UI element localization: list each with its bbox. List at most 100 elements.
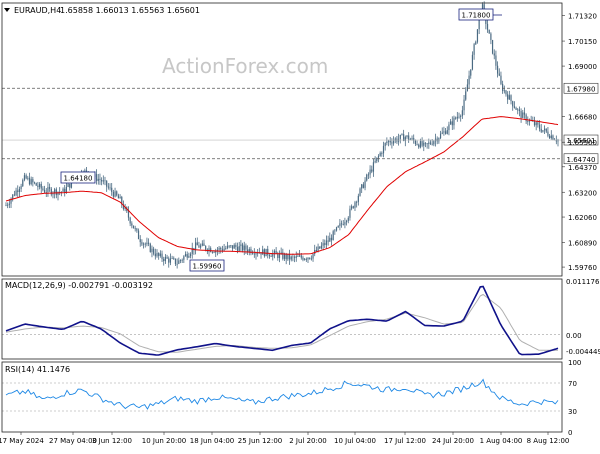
y-tick-label: 1.71320 [568,13,597,21]
dropdown-triangle-icon[interactable] [4,8,10,12]
candle-body [473,44,475,55]
candle-body [146,242,148,245]
candle-body [28,177,31,185]
candle-body [70,180,73,188]
candle-body [134,228,136,230]
candle-body [7,204,9,206]
candle-body [62,188,64,192]
y-tick-label: 1.62060 [568,214,597,222]
candle-body [158,253,160,256]
candle-body [17,190,19,192]
candle-body [391,142,393,144]
candle-body [210,248,212,252]
candle-body [191,247,193,254]
candle-body [537,122,539,125]
candle-body [441,132,443,134]
candle-body [65,186,68,193]
candle-body [200,245,202,248]
candle-body [144,243,146,245]
x-tick-label: 8 Aug 12:00 [527,437,570,445]
candle-body [527,121,529,122]
candle-body [374,161,376,163]
candle-body [297,256,299,257]
candle-body [392,140,395,144]
candle-body [54,189,56,194]
candle-body [43,189,46,193]
candle-body [325,240,328,245]
candle-body [52,193,54,195]
candle-body [30,179,32,185]
candle-body [446,130,448,134]
level-price-label: 1.67980 [567,85,596,93]
candle-body [64,188,66,193]
candle-body [22,180,24,187]
candle-body [174,258,177,265]
rsi-tick-label: 0 [568,429,572,437]
candle-body [164,256,166,262]
candle-body [528,119,531,122]
candle-body [525,114,527,122]
candle-body [59,191,61,193]
candle-body [23,175,26,181]
candle-body [122,204,125,209]
candle-body [106,180,108,187]
candle-body [510,95,512,102]
candle-body [382,145,385,154]
candle-body [411,138,413,140]
candle-body [198,245,200,248]
x-tick-label: 10 Jul 04:00 [334,437,376,445]
candle-body [96,174,98,181]
candle-body [25,175,27,179]
candle-body [517,109,519,111]
annotation-label: 1.64180 [64,175,93,183]
candle-body [376,157,378,162]
candle-body [153,248,155,254]
candle-body [184,254,187,257]
candle-body [228,245,230,247]
candle-body [315,249,317,252]
candle-body [468,75,470,85]
candle-body [292,256,294,258]
candle-body [357,195,359,202]
candle-body [317,246,319,252]
candle-body [416,143,418,145]
candle-body [215,250,217,253]
candle-body [285,254,287,260]
candle-body [426,143,428,145]
candle-body [101,180,103,182]
candle-body [235,244,237,247]
candle-body [486,23,489,30]
candle-body [352,206,354,208]
candle-body [312,253,314,259]
candle-body [275,250,277,254]
x-tick-label: 2 Jul 20:00 [289,437,327,445]
y-tick-label: 1.63200 [568,189,597,197]
candle-body [277,253,279,258]
annotation-box [458,8,494,21]
candle-body [304,258,306,260]
candle-body [248,249,250,252]
candle-body [141,242,143,245]
candle-body [330,237,333,241]
rsi-line [5,378,559,410]
candle-body [104,180,106,182]
candle-body [500,75,502,84]
y-tick-label: 1.60890 [568,240,597,248]
candle-body [342,224,344,225]
candle-body [377,155,380,158]
candle-body [69,183,71,188]
candle-body [381,152,383,154]
candle-body [250,249,252,254]
candle-body [116,191,118,196]
candle-body [230,245,232,247]
candle-body [451,121,453,126]
watermark: ActionForex.com [162,54,328,78]
candle-body [183,256,185,260]
rsi-tick-label: 100 [568,359,581,367]
candle-body [538,124,541,129]
y-tick-label: 1.64370 [568,164,597,172]
candle-body [67,183,69,187]
candle-body [547,131,549,136]
x-tick-label: 17 Jul 12:00 [384,437,426,445]
candle-body [10,198,12,204]
